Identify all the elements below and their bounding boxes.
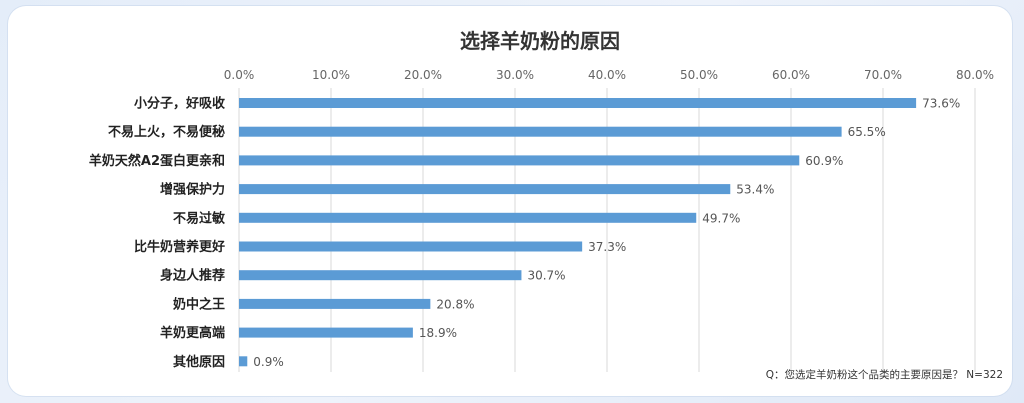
x-tick-label: 50.0% [680,68,718,82]
bar [239,298,431,309]
x-tick-label: 20.0% [404,68,442,82]
value-label: 73.6% [922,97,960,111]
category-label: 比牛奶营养更好 [134,239,225,255]
bar [239,184,731,195]
x-axis-ticks: 0.0% 10.0% 20.0% 30.0% 40.0% 50.0% 60.0% 70.0% 8… [224,68,994,82]
bars: 小分子，好吸收 73.6% 不易上火，不易便秘 65.5% 羊奶天然A2蛋白更亲和 60.… [89,96,960,370]
category-label: 其他原因 [173,354,225,370]
chart-title: 选择羊奶粉的原因 [460,29,620,53]
value-label: 30.7% [527,269,565,283]
value-label: 18.9% [419,326,457,340]
x-tick-label: 80.0% [956,68,994,82]
value-label: 0.9% [253,355,284,369]
category-label: 羊奶天然A2蛋白更亲和 [89,153,225,169]
category-label: 增强保护力 [160,182,225,198]
chart-card [8,6,1012,396]
value-label: 37.3% [588,240,626,254]
x-tick-label: 10.0% [312,68,350,82]
value-label: 60.9% [805,154,843,168]
x-tick-label: 70.0% [864,68,902,82]
category-label: 小分子，好吸收 [134,96,226,112]
category-label: 不易上火，不易便秘 [108,124,225,140]
x-tick-label: 60.0% [772,68,810,82]
value-label: 20.8% [436,297,474,311]
category-label: 奶中之王 [172,296,225,312]
bar [239,155,800,166]
value-label: 53.4% [736,183,774,197]
x-tick-label: 0.0% [224,68,255,82]
value-label: 65.5% [848,125,886,139]
bar [239,98,917,108]
x-tick-label: 30.0% [496,68,534,82]
category-label: 不易过敏 [173,210,226,226]
category-label: 身边人推荐 [160,268,225,284]
bar [239,126,842,137]
bar [239,270,522,281]
value-label: 49.7% [702,211,740,225]
x-tick-label: 40.0% [588,68,626,82]
bar [239,212,697,223]
category-label: 羊奶更高端 [160,325,225,341]
bar [239,241,583,252]
bar [239,356,248,367]
survey-question-note: Q：您选定羊奶粉这个品类的主要原因是？ N=322 [766,368,1003,381]
bar [239,327,413,338]
